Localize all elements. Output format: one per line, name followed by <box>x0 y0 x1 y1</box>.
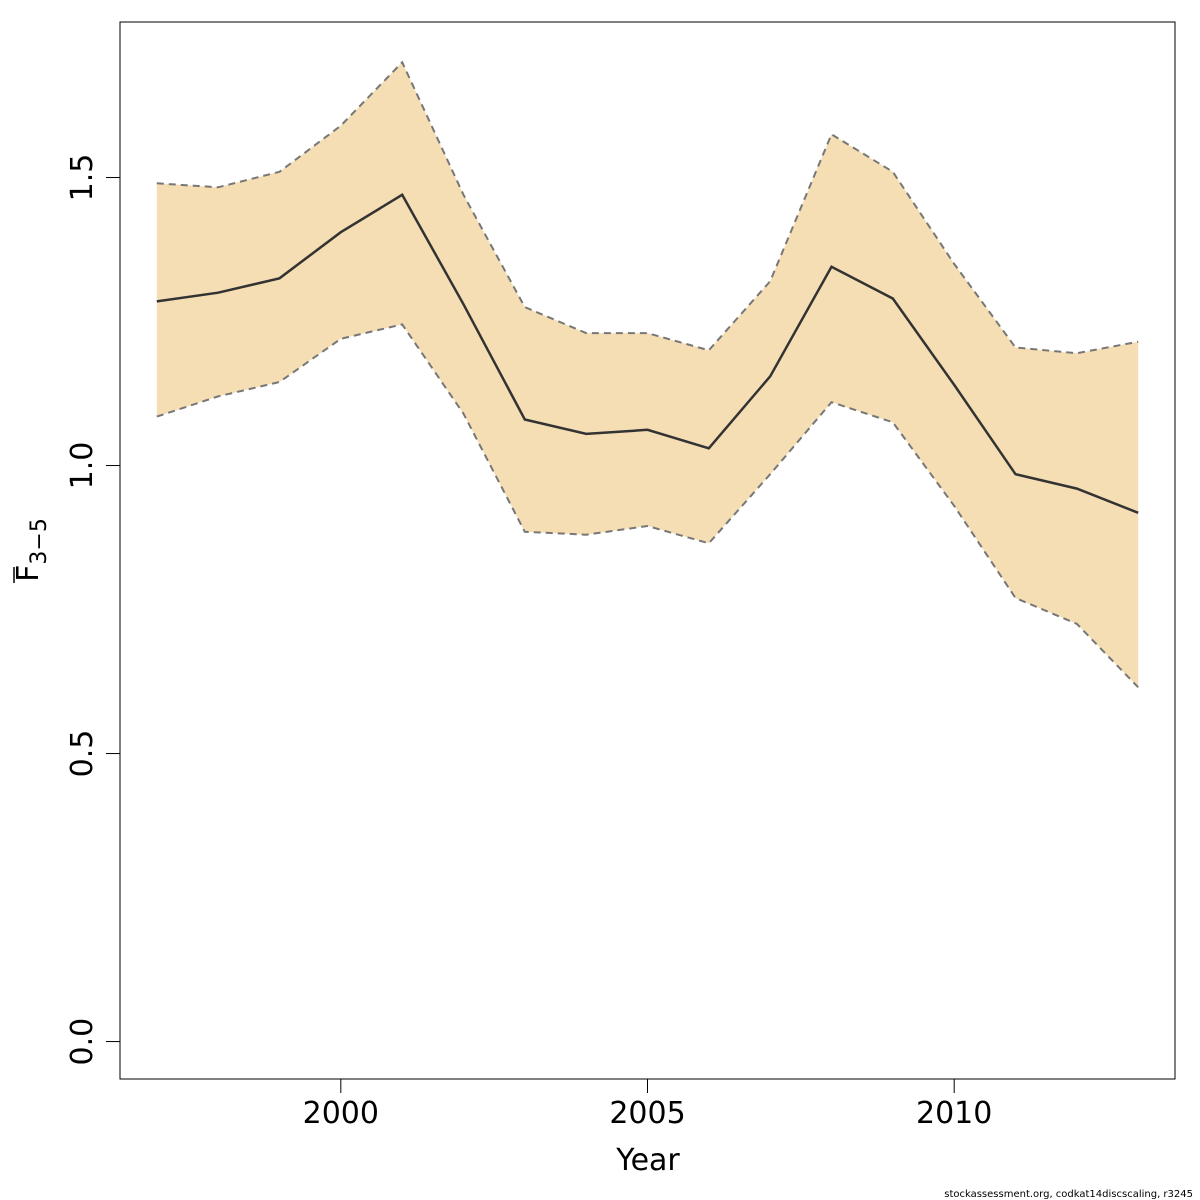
y-axis-title-sub: 3−5 <box>27 518 52 564</box>
y-axis-title: F3−5 <box>11 518 52 583</box>
estimate-line <box>156 193 1139 514</box>
upper-bound-line <box>156 60 1139 355</box>
y-tick-label: 1.0 <box>65 442 100 490</box>
svg-text:F3−5: F3−5 <box>11 518 52 582</box>
confidence-band <box>156 62 1139 688</box>
y-tick-label: 0.5 <box>65 730 100 778</box>
x-tick-label: 2010 <box>916 1096 992 1131</box>
x-tick-label: 2005 <box>609 1096 685 1131</box>
y-tick-label: 1.5 <box>65 154 100 202</box>
lower-bound-line <box>156 323 1139 688</box>
x-tick-label: 2000 <box>303 1096 379 1131</box>
y-axis: 0.0 0.5 1.0 1.5 <box>65 154 120 1066</box>
y-axis-title-main: F <box>11 565 46 582</box>
y-tick-label: 0.0 <box>65 1018 100 1066</box>
x-axis-title: Year <box>615 1143 680 1178</box>
footer-caption: stockassessment.org, codkat14discscaling… <box>944 1189 1193 1200</box>
x-axis: 2000 2005 2010 <box>303 1079 992 1131</box>
